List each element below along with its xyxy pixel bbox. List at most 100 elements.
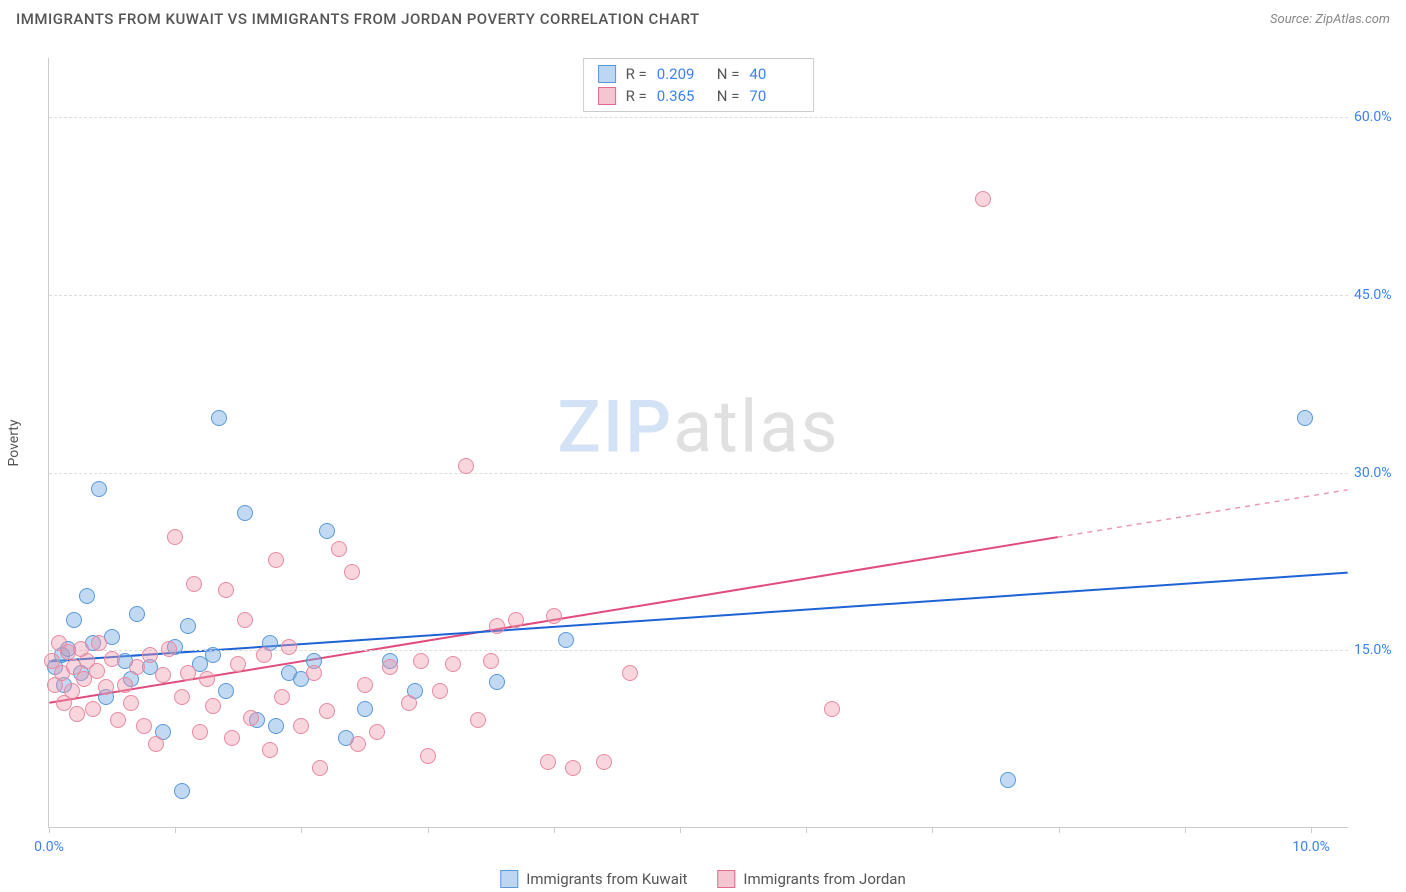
data-point: [199, 671, 215, 687]
data-point: [69, 706, 85, 722]
data-point: [274, 689, 290, 705]
trend-lines: [49, 58, 1348, 827]
data-point: [483, 653, 499, 669]
data-point: [331, 541, 347, 557]
chart-area: ZIPatlas R =0.209N =40R =0.365N =70 15.0…: [48, 58, 1388, 828]
x-tick: [301, 827, 302, 833]
x-tick: [806, 827, 807, 833]
x-tick: [49, 827, 50, 833]
data-point: [596, 754, 612, 770]
data-point: [79, 588, 95, 604]
data-point: [312, 760, 328, 776]
chart-source: Source: ZipAtlas.com: [1270, 12, 1390, 27]
y-tick-label: 15.0%: [1348, 642, 1398, 658]
data-point: [458, 458, 474, 474]
gridline: [49, 650, 1348, 651]
legend-label: Immigrants from Kuwait: [526, 870, 687, 888]
series-swatch: [598, 87, 616, 105]
data-point: [1297, 410, 1313, 426]
data-point: [508, 612, 524, 628]
data-point: [211, 410, 227, 426]
stat-n-value: 40: [749, 65, 799, 83]
data-point: [350, 736, 366, 752]
data-point: [237, 505, 253, 521]
data-point: [489, 618, 505, 634]
data-point: [180, 665, 196, 681]
x-tick: [680, 827, 681, 833]
chart-title: IMMIGRANTS FROM KUWAIT VS IMMIGRANTS FRO…: [16, 10, 700, 28]
data-point: [218, 683, 234, 699]
data-point: [975, 191, 991, 207]
data-point: [281, 639, 297, 655]
x-tick: [175, 827, 176, 833]
legend-swatch: [500, 870, 518, 888]
data-point: [413, 653, 429, 669]
stat-n-label: N =: [717, 87, 740, 105]
data-point: [432, 683, 448, 699]
trend-line: [1058, 490, 1348, 537]
data-point: [129, 659, 145, 675]
stat-r-value: 0.209: [657, 65, 707, 83]
data-point: [558, 632, 574, 648]
data-point: [382, 659, 398, 675]
legend-label: Immigrants from Jordan: [743, 870, 905, 888]
data-point: [98, 679, 114, 695]
data-point: [174, 783, 190, 799]
data-point: [91, 481, 107, 497]
data-point: [205, 698, 221, 714]
y-axis-title: Poverty: [6, 419, 22, 466]
watermark: ZIPatlas: [557, 385, 839, 470]
x-tick: [932, 827, 933, 833]
data-point: [1000, 772, 1016, 788]
x-tick: [428, 827, 429, 833]
stats-legend-box: R = 0.209 N = 40 R = 0.365 N = 70: [583, 58, 815, 112]
data-point: [167, 529, 183, 545]
data-point: [262, 742, 278, 758]
data-point: [357, 701, 373, 717]
data-point: [117, 677, 133, 693]
plot-region: ZIPatlas R =0.209N =40R =0.365N =70 15.0…: [48, 58, 1348, 828]
gridline: [49, 473, 1348, 474]
data-point: [224, 730, 240, 746]
gridline: [49, 117, 1348, 118]
data-point: [319, 703, 335, 719]
x-tick: [554, 827, 555, 833]
data-point: [230, 656, 246, 672]
stats-row: R = 0.365 N = 70: [598, 85, 800, 107]
data-point: [104, 651, 120, 667]
data-point: [129, 606, 145, 622]
gridline: [49, 295, 1348, 296]
data-point: [85, 701, 101, 717]
data-point: [445, 656, 461, 672]
legend-swatch: [717, 870, 735, 888]
data-point: [401, 695, 417, 711]
stat-r-label: R =: [626, 65, 647, 83]
data-point: [180, 618, 196, 634]
data-point: [136, 718, 152, 734]
stat-r-label: R =: [626, 87, 647, 105]
stat-r-value: 0.365: [657, 87, 707, 105]
data-point: [148, 736, 164, 752]
stat-n-label: N =: [717, 65, 740, 83]
data-point: [565, 760, 581, 776]
data-point: [161, 641, 177, 657]
stats-row: R = 0.209 N = 40: [598, 63, 800, 85]
data-point: [243, 710, 259, 726]
data-point: [155, 667, 171, 683]
data-point: [123, 695, 139, 711]
x-tick-label-right: 10.0%: [1292, 839, 1330, 855]
data-point: [89, 663, 105, 679]
data-point: [470, 712, 486, 728]
data-point: [64, 683, 80, 699]
stat-n-value: 70: [749, 87, 799, 105]
watermark-atlas: atlas: [673, 385, 840, 470]
data-point: [268, 718, 284, 734]
data-point: [293, 718, 309, 734]
data-point: [268, 552, 284, 568]
x-tick: [1311, 827, 1312, 833]
data-point: [186, 576, 202, 592]
data-point: [306, 665, 322, 681]
data-point: [319, 523, 335, 539]
data-point: [622, 665, 638, 681]
data-point: [192, 724, 208, 740]
